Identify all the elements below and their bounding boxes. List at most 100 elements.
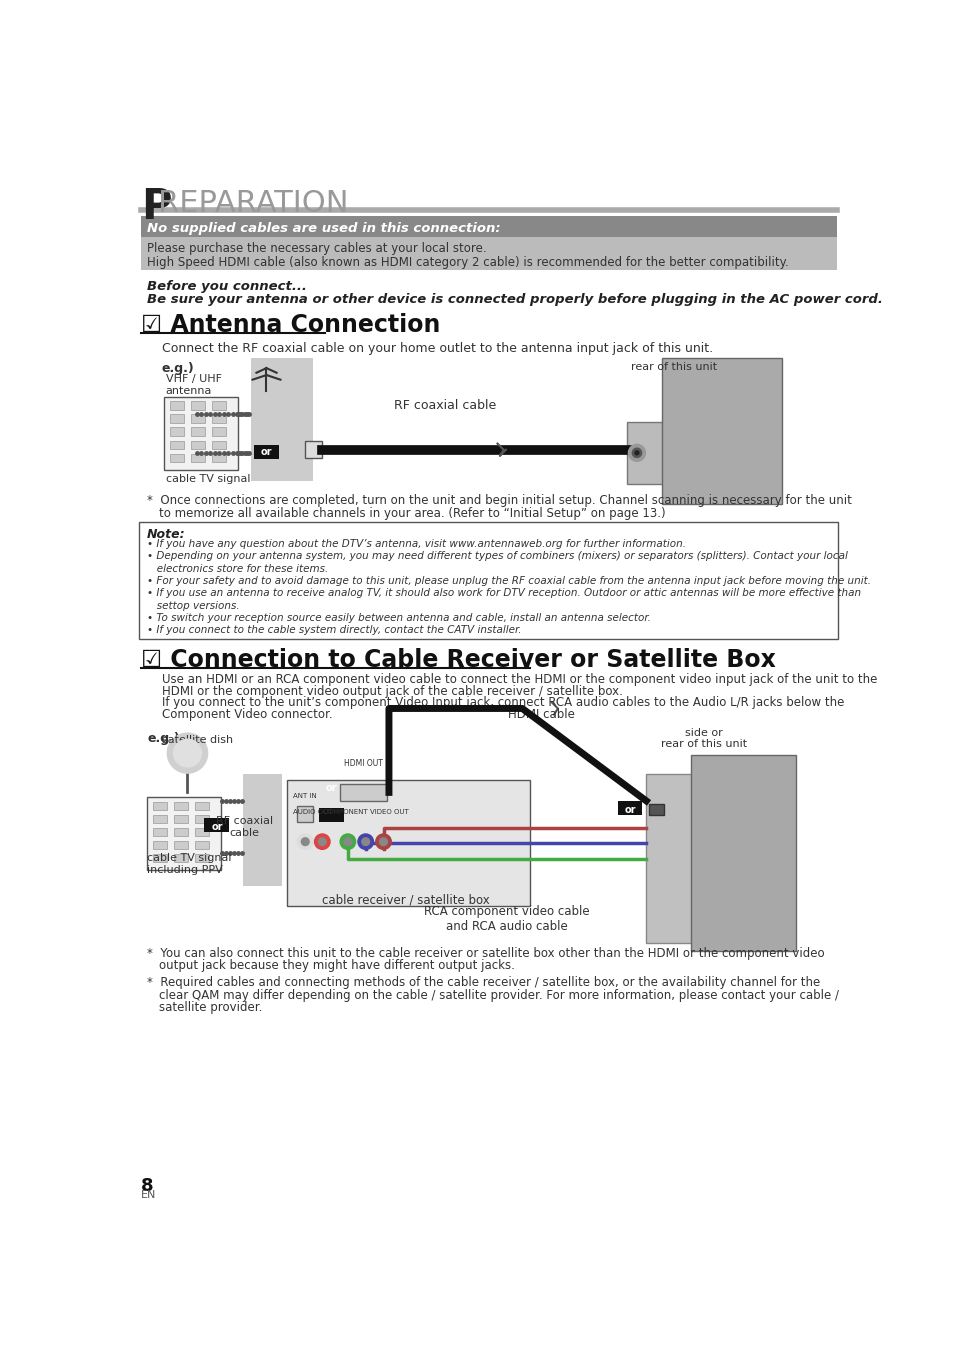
Text: • If you use an antenna to receive analog TV, it should also work for DTV recept: • If you use an antenna to receive analo… — [147, 588, 861, 599]
FancyBboxPatch shape — [319, 807, 344, 822]
FancyBboxPatch shape — [212, 402, 226, 410]
Text: rear of this unit: rear of this unit — [630, 363, 716, 372]
Text: cable TV signal: cable TV signal — [166, 473, 250, 484]
Text: *  Required cables and connecting methods of the cable receiver / satellite box,: * Required cables and connecting methods… — [147, 976, 820, 989]
FancyBboxPatch shape — [174, 814, 188, 824]
Text: or: or — [211, 822, 222, 833]
Text: Before you connect...: Before you connect... — [147, 279, 307, 293]
Text: satellite dish: satellite dish — [162, 735, 233, 744]
FancyBboxPatch shape — [212, 453, 226, 462]
Text: ☑ Antenna Connection: ☑ Antenna Connection — [141, 313, 440, 337]
Text: HDMI OUT: HDMI OUT — [344, 759, 382, 767]
Text: settop versions.: settop versions. — [147, 601, 239, 611]
FancyBboxPatch shape — [286, 780, 530, 906]
Text: or: or — [260, 446, 272, 457]
Text: • To switch your reception source easily between antenna and cable, install an a: • To switch your reception source easily… — [147, 613, 650, 623]
Text: e.g.): e.g.) — [162, 363, 194, 375]
FancyBboxPatch shape — [195, 802, 209, 810]
FancyBboxPatch shape — [212, 427, 226, 435]
FancyBboxPatch shape — [340, 785, 386, 801]
FancyBboxPatch shape — [147, 797, 220, 871]
FancyBboxPatch shape — [192, 402, 205, 410]
Text: P: P — [141, 186, 172, 228]
FancyBboxPatch shape — [648, 803, 663, 814]
FancyBboxPatch shape — [212, 414, 226, 423]
Circle shape — [173, 739, 201, 767]
FancyBboxPatch shape — [645, 774, 696, 944]
FancyBboxPatch shape — [305, 441, 322, 458]
Text: EN: EN — [141, 1190, 156, 1201]
Text: • If you have any question about the DTV’s antenna, visit www.antennaweb.org for: • If you have any question about the DTV… — [147, 539, 685, 549]
Text: Note:: Note: — [147, 527, 186, 541]
FancyBboxPatch shape — [174, 855, 188, 863]
Text: Connect the RF coaxial cable on your home outlet to the antenna input jack of th: Connect the RF coaxial cable on your hom… — [162, 342, 712, 355]
FancyBboxPatch shape — [195, 855, 209, 863]
Text: HDMI or the component video output jack of the cable receiver / satellite box.: HDMI or the component video output jack … — [162, 685, 622, 698]
FancyBboxPatch shape — [192, 453, 205, 462]
Circle shape — [314, 834, 330, 849]
Text: or: or — [326, 783, 337, 793]
FancyBboxPatch shape — [171, 453, 184, 462]
Text: • If you connect to the cable system directly, contact the CATV installer.: • If you connect to the cable system dir… — [147, 625, 521, 635]
Text: to memorize all available channels in your area. (Refer to “Initial Setup” on pa: to memorize all available channels in yo… — [158, 507, 664, 520]
FancyBboxPatch shape — [243, 774, 282, 886]
FancyBboxPatch shape — [153, 855, 167, 863]
Text: Component Video connector.: Component Video connector. — [162, 708, 333, 721]
Text: RF coaxial cable: RF coaxial cable — [394, 399, 496, 412]
FancyBboxPatch shape — [174, 802, 188, 810]
FancyBboxPatch shape — [171, 427, 184, 435]
Text: • For your safety and to avoid damage to this unit, please unplug the RF coaxial: • For your safety and to avoid damage to… — [147, 576, 870, 586]
Circle shape — [301, 838, 309, 845]
FancyBboxPatch shape — [153, 828, 167, 836]
Text: RCA component video cable
and RCA audio cable: RCA component video cable and RCA audio … — [423, 905, 589, 933]
FancyBboxPatch shape — [174, 841, 188, 849]
Circle shape — [632, 448, 641, 457]
FancyBboxPatch shape — [195, 841, 209, 849]
Text: No supplied cables are used in this connection:: No supplied cables are used in this conn… — [147, 222, 500, 235]
Text: clear QAM may differ depending on the cable / satellite provider. For more infor: clear QAM may differ depending on the ca… — [158, 988, 838, 1002]
Text: Be sure your antenna or other device is connected properly before plugging in th: Be sure your antenna or other device is … — [147, 293, 882, 306]
FancyBboxPatch shape — [661, 359, 781, 504]
FancyBboxPatch shape — [204, 818, 229, 832]
FancyBboxPatch shape — [297, 806, 313, 822]
FancyBboxPatch shape — [192, 414, 205, 423]
Text: output jack because they might have different output jacks.: output jack because they might have diff… — [158, 960, 514, 972]
FancyBboxPatch shape — [251, 359, 313, 481]
Text: *  You can also connect this unit to the cable receiver or satellite box other t: * You can also connect this unit to the … — [147, 948, 824, 960]
FancyBboxPatch shape — [691, 755, 795, 950]
Text: or: or — [623, 806, 635, 816]
Text: cable receiver / satellite box: cable receiver / satellite box — [322, 894, 489, 906]
Circle shape — [297, 834, 313, 849]
Text: Use an HDMI or an RCA component video cable to connect the HDMI or the component: Use an HDMI or an RCA component video ca… — [162, 673, 877, 686]
FancyBboxPatch shape — [141, 216, 836, 239]
Circle shape — [344, 838, 352, 845]
FancyBboxPatch shape — [212, 441, 226, 449]
Text: COMPONENT VIDEO OUT: COMPONENT VIDEO OUT — [322, 809, 408, 814]
Text: ☑ Connection to Cable Receiver or Satellite Box: ☑ Connection to Cable Receiver or Satell… — [141, 648, 775, 673]
FancyBboxPatch shape — [153, 841, 167, 849]
Circle shape — [628, 445, 645, 461]
Text: ANT IN: ANT IN — [294, 793, 316, 799]
Circle shape — [379, 838, 387, 845]
Text: satellite provider.: satellite provider. — [158, 1002, 262, 1014]
FancyBboxPatch shape — [164, 396, 237, 469]
FancyBboxPatch shape — [617, 801, 641, 814]
Text: • Depending on your antenna system, you may need different types of combiners (m: • Depending on your antenna system, you … — [147, 551, 847, 561]
Circle shape — [361, 838, 369, 845]
Text: VHF / UHF
antenna: VHF / UHF antenna — [166, 375, 221, 396]
FancyBboxPatch shape — [195, 828, 209, 836]
Text: 8: 8 — [141, 1177, 153, 1194]
Text: RF coaxial
cable: RF coaxial cable — [216, 817, 274, 838]
FancyBboxPatch shape — [171, 402, 184, 410]
Circle shape — [375, 834, 391, 849]
Text: Please purchase the necessary cables at your local store.: Please purchase the necessary cables at … — [147, 241, 486, 255]
Text: If you connect to the unit’s component Video Input jack, connect RCA audio cable: If you connect to the unit’s component V… — [162, 696, 843, 709]
Text: HDMI cable: HDMI cable — [508, 709, 575, 721]
FancyBboxPatch shape — [141, 237, 836, 270]
FancyBboxPatch shape — [171, 414, 184, 423]
Circle shape — [318, 838, 326, 845]
Circle shape — [167, 733, 208, 774]
FancyBboxPatch shape — [139, 522, 838, 639]
FancyBboxPatch shape — [626, 422, 666, 484]
FancyBboxPatch shape — [192, 441, 205, 449]
